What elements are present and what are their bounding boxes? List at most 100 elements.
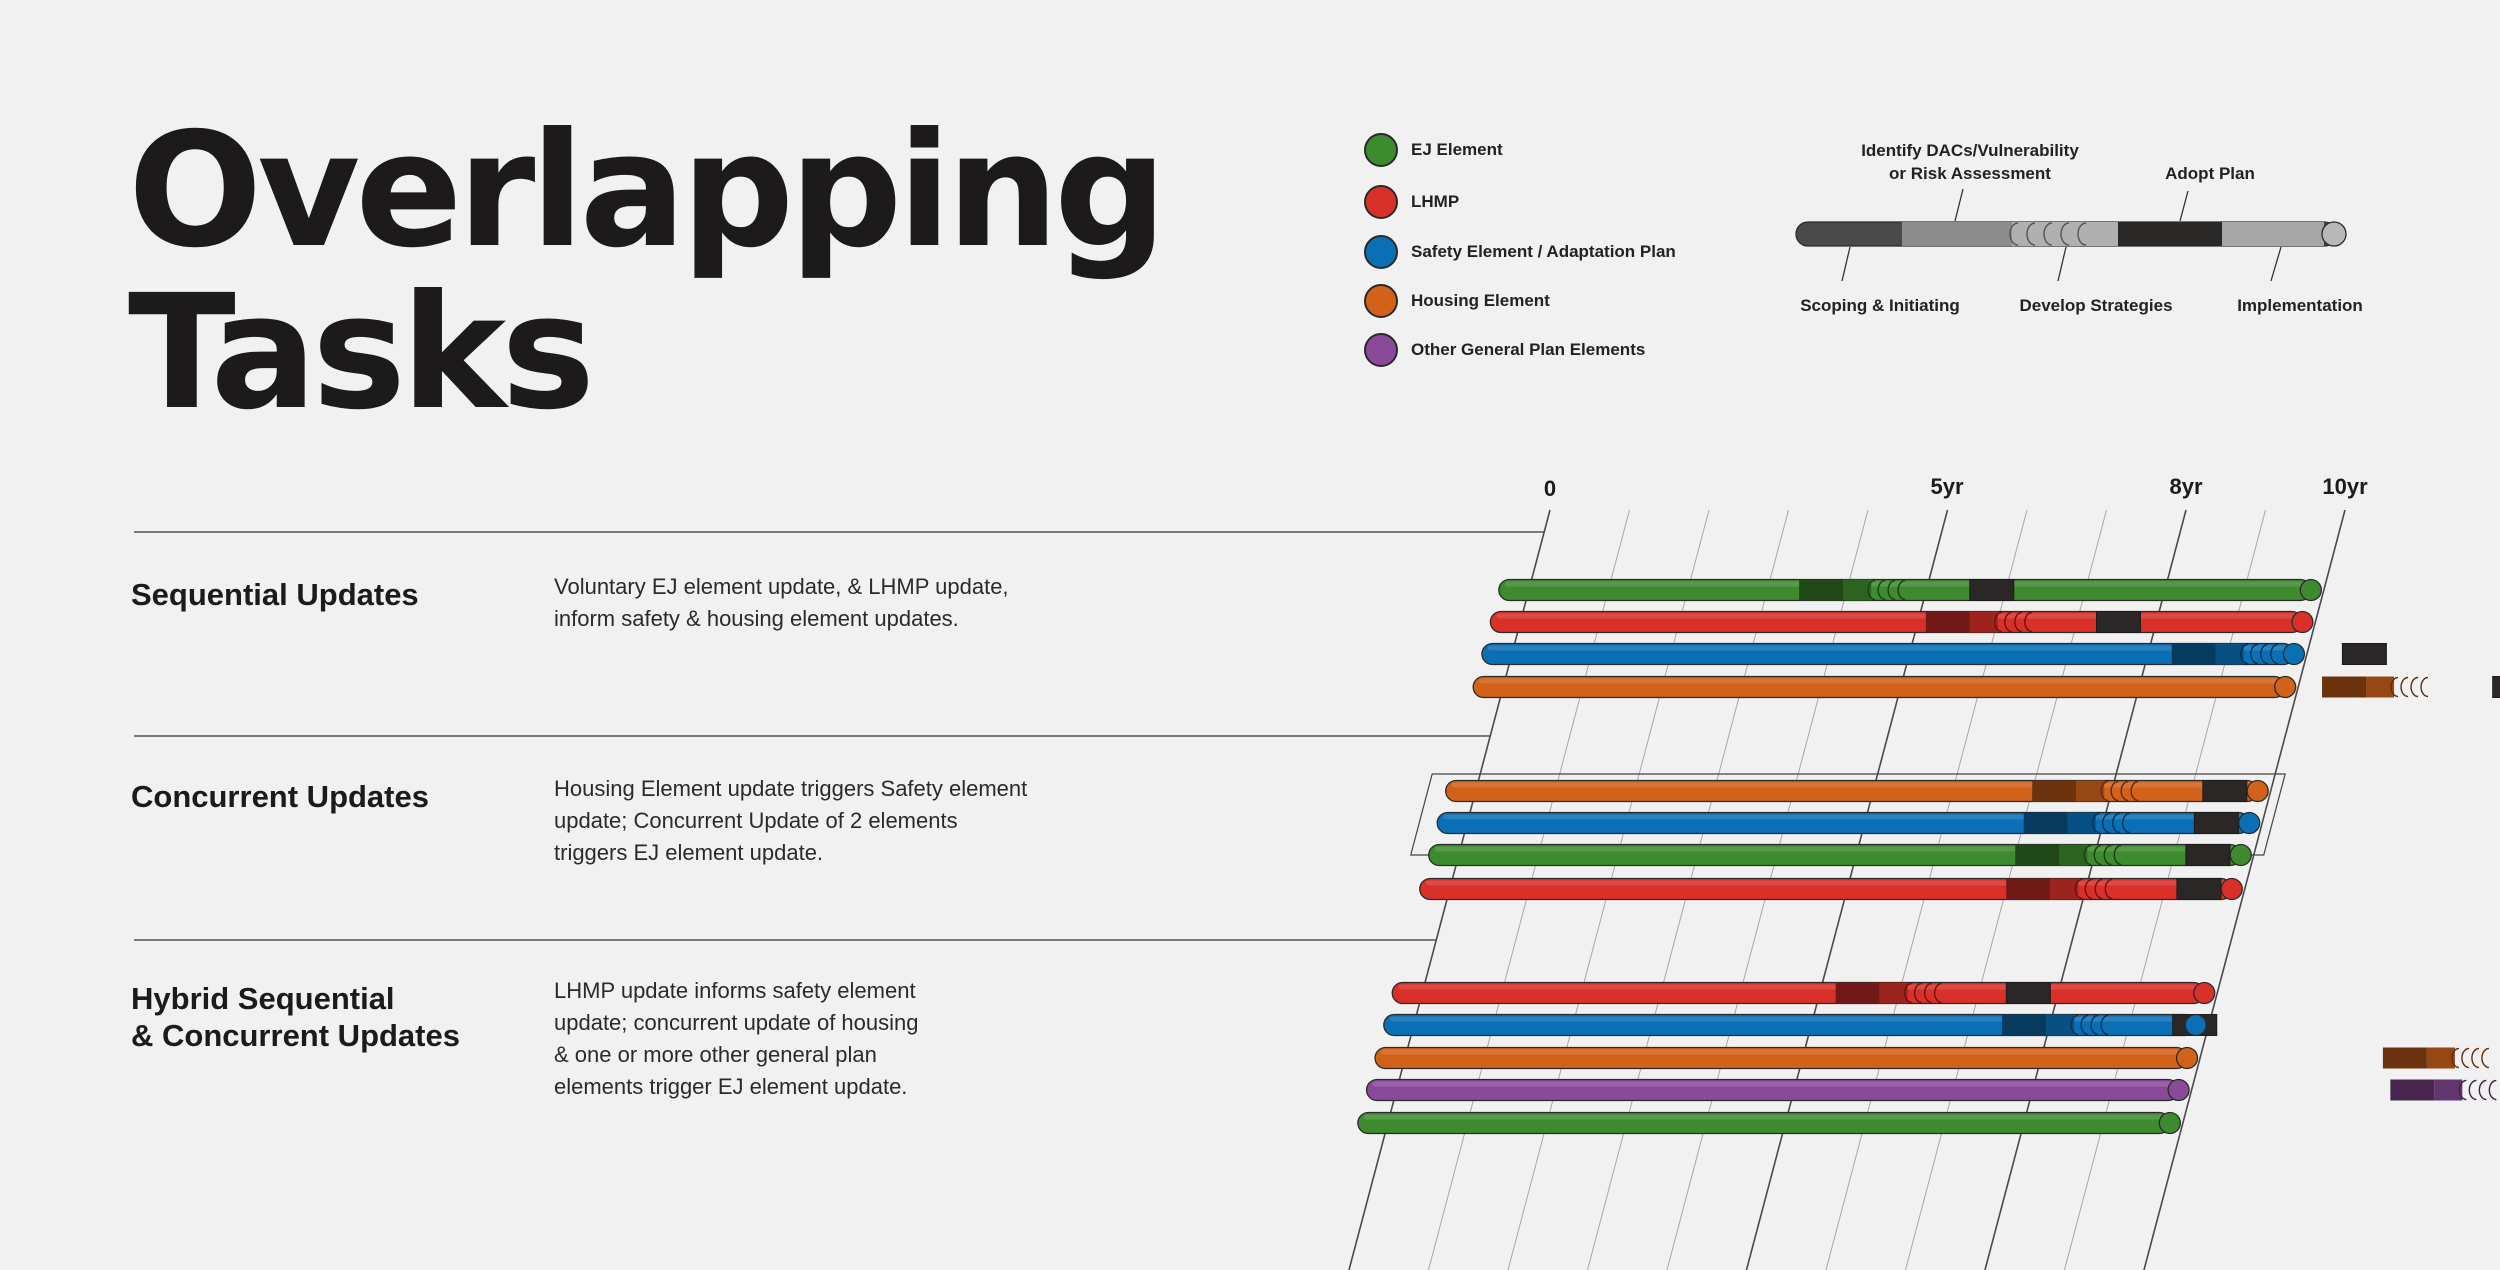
bar-highlight <box>1487 645 2288 651</box>
bar-end-cap <box>2193 981 2216 1005</box>
desc-line: update; concurrent update of housing <box>554 1010 919 1035</box>
tick-label: 0 <box>1544 476 1556 501</box>
phase-adopt-mark <box>1969 579 2015 601</box>
phase-develop-mark <box>2400 676 2409 698</box>
phase-develop-mark <box>1903 982 1912 1004</box>
desc-line: update; Concurrent Update of 2 elements <box>554 808 958 833</box>
task-bar <box>1357 1111 2182 1135</box>
title-line: Overlapping <box>128 99 1167 283</box>
key-leader-line <box>1954 188 1964 222</box>
phase-adopt-mark <box>2176 878 2222 900</box>
phase-develop-mark <box>2240 643 2248 665</box>
task-bar <box>1365 1078 2497 1102</box>
phase-identify-mark <box>2366 676 2395 698</box>
section-desc-hybrid: LHMP update informs safety element updat… <box>554 975 1074 1103</box>
bar-end-cap <box>2291 610 2314 634</box>
lhmp-swatch <box>1364 185 1398 219</box>
phase-label-implementation: Implementation <box>2237 296 2363 315</box>
phase-label-adopt: Adopt Plan <box>2165 164 2255 183</box>
key-develop-mark <box>2026 222 2036 246</box>
phase-identify-mark <box>2426 1047 2455 1069</box>
task-bars <box>1357 578 2500 1135</box>
phase-scoping-mark <box>2006 878 2051 900</box>
phase-identify-mark <box>2050 878 2079 900</box>
phase-develop-mark <box>2481 1047 2490 1069</box>
section-title-line: & Concurrent Updates <box>131 1018 460 1053</box>
phase-scoping-mark <box>2382 1047 2427 1069</box>
section-title-line: Hybrid Sequential <box>131 981 395 1016</box>
phase-identify-mark <box>1879 982 1908 1004</box>
phase-develop-mark <box>2120 780 2129 802</box>
phase-develop-mark <box>2451 1047 2460 1069</box>
bar-end-cap <box>2238 811 2261 835</box>
phase-develop-mark <box>2102 812 2110 834</box>
phase-develop-mark <box>1913 982 1922 1004</box>
phase-develop-mark <box>2074 878 2083 900</box>
legend-item-ej: EJ Element <box>1364 131 1503 169</box>
phase-identify-mark <box>2046 1014 2075 1036</box>
phase-develop-mark <box>2113 844 2122 866</box>
phase-develop-mark <box>2024 611 2032 633</box>
phase-label-scoping: Scoping & Initiating <box>1800 296 1960 315</box>
task-bar <box>1383 1013 2218 1037</box>
phase-develop-mark <box>2093 844 2102 866</box>
legend-item-lhmp: LHMP <box>1364 183 1459 221</box>
tick-label: 8yr <box>2169 474 2202 499</box>
phase-develop-mark <box>2390 676 2399 698</box>
key-leader-line <box>2057 246 2067 282</box>
phase-adopt-mark <box>2492 676 2500 698</box>
phase-develop-mark <box>2004 611 2012 633</box>
task-bar <box>1498 578 2322 602</box>
section-dividers <box>134 531 1545 941</box>
phase-develop-mark <box>2090 1014 2099 1036</box>
phase-develop-mark <box>2250 643 2258 665</box>
bar-highlight <box>1381 1049 2182 1055</box>
phase-adopt-mark <box>2341 643 2387 665</box>
title-line: Tasks <box>128 261 595 445</box>
task-bar <box>1472 675 2500 699</box>
section-title-line: Concurrent Updates <box>131 779 429 814</box>
phase-develop-mark <box>2014 611 2022 633</box>
phase-identify-mark <box>2076 780 2105 802</box>
bar-end-cap <box>2246 779 2269 803</box>
phase-develop-mark <box>2080 1014 2089 1036</box>
bar-end-cap <box>2158 1111 2182 1135</box>
phase-identify-mark <box>1843 579 1872 601</box>
phase-develop-mark <box>2458 1079 2467 1101</box>
phase-develop-mark <box>2478 1079 2487 1101</box>
phase-identify-mark <box>2059 844 2088 866</box>
phase-identify-mark <box>2215 643 2244 665</box>
phase-develop-mark <box>2461 1047 2470 1069</box>
phase-adopt-mark <box>2193 812 2239 834</box>
phase-develop-mark <box>1867 579 1876 601</box>
phase-identify-mark <box>1969 611 1998 633</box>
phase-develop-mark <box>2092 812 2100 834</box>
desc-line: inform safety & housing element updates. <box>554 606 959 631</box>
task-bar <box>1436 811 2261 835</box>
phase-develop-mark <box>2110 780 2119 802</box>
bar-end-cap <box>2167 1078 2190 1102</box>
legend-label: Other General Plan Elements <box>1411 340 1646 359</box>
section-desc-concurrent: Housing Element update triggers Safety e… <box>554 773 1074 869</box>
bar-highlight <box>1479 678 2280 684</box>
phase-develop-mark <box>2410 676 2419 698</box>
phase-develop-mark <box>2094 878 2103 900</box>
phase-develop-mark <box>2270 643 2278 665</box>
phase-develop-mark <box>2100 1014 2109 1036</box>
desc-line: elements trigger EJ element update. <box>554 1074 908 1099</box>
key-develop-mark <box>2043 222 2053 246</box>
phase-develop-mark <box>2130 780 2139 802</box>
bar-end-cap <box>2175 1046 2199 1070</box>
phase-develop-mark <box>1923 982 1932 1004</box>
phase-label-text: Identify DACs/Vulnerability or Risk Asse… <box>1861 141 2079 183</box>
phase-identify-mark <box>2434 1079 2463 1101</box>
key-bar-end-cap <box>2321 221 2347 247</box>
desc-line: Voluntary EJ element update, & LHMP upda… <box>554 574 1009 599</box>
phase-develop-mark <box>2471 1047 2480 1069</box>
legend-label: Safety Element / Adaptation Plan <box>1411 242 1676 261</box>
phase-develop-mark <box>2104 878 2113 900</box>
phase-scoping-mark <box>1835 982 1880 1004</box>
bar-highlight <box>1363 1114 2164 1120</box>
desc-line: triggers EJ element update. <box>554 840 824 865</box>
task-bar <box>1391 981 2216 1005</box>
